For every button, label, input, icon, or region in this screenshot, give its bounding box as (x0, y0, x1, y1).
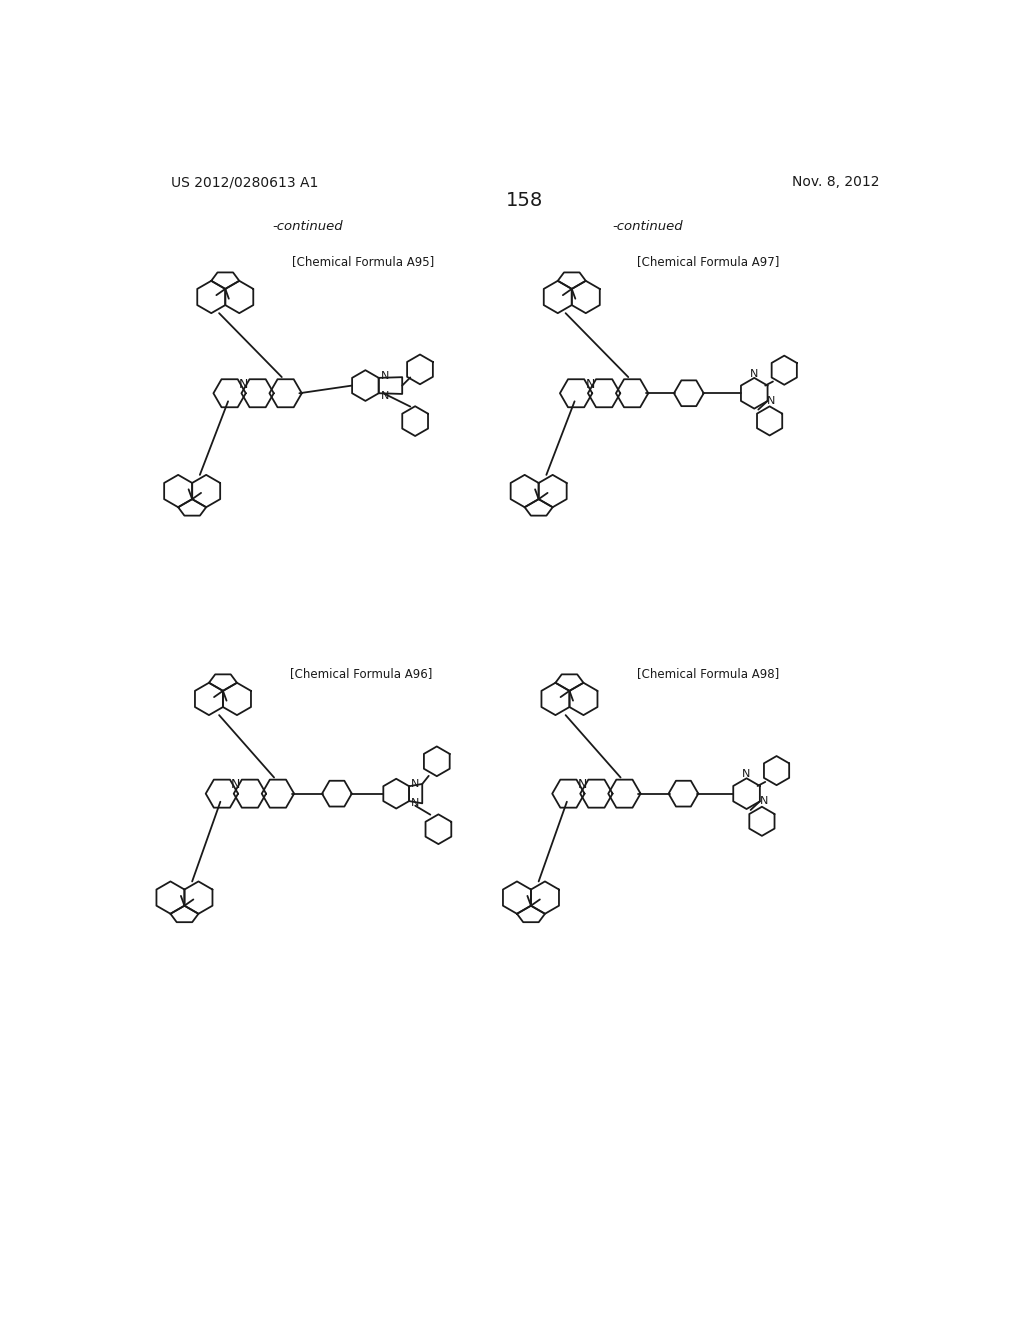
Text: N: N (750, 370, 759, 379)
Text: N: N (231, 779, 241, 791)
Text: N: N (586, 378, 595, 391)
Text: N: N (239, 378, 248, 391)
Text: N: N (760, 796, 768, 807)
Text: N: N (411, 779, 420, 789)
Text: N: N (578, 779, 587, 791)
Text: -continued: -continued (612, 220, 683, 234)
Text: [Chemical Formula A95]: [Chemical Formula A95] (292, 255, 434, 268)
Text: US 2012/0280613 A1: US 2012/0280613 A1 (171, 176, 318, 189)
Text: N: N (381, 371, 389, 380)
Text: N: N (381, 391, 389, 400)
Text: N: N (741, 770, 750, 779)
Text: Nov. 8, 2012: Nov. 8, 2012 (792, 176, 879, 189)
Text: 158: 158 (506, 191, 544, 210)
Text: -continued: -continued (272, 220, 343, 234)
Text: [Chemical Formula A96]: [Chemical Formula A96] (291, 667, 433, 680)
Text: [Chemical Formula A98]: [Chemical Formula A98] (637, 667, 779, 680)
Text: N: N (411, 799, 420, 808)
Text: [Chemical Formula A97]: [Chemical Formula A97] (637, 255, 779, 268)
Text: N: N (767, 396, 775, 407)
